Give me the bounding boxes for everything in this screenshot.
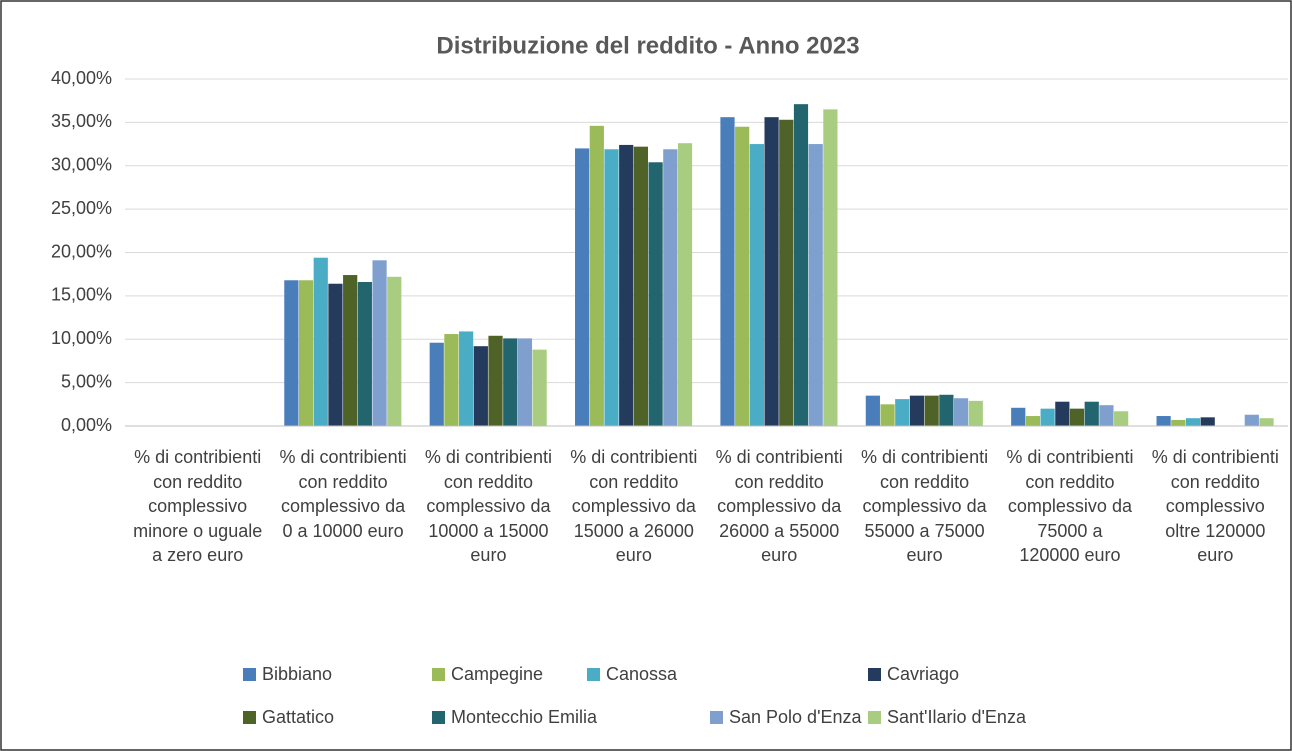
legend-swatch	[868, 711, 881, 724]
legend-label: Bibbiano	[262, 664, 332, 684]
bar	[1084, 401, 1099, 426]
bar	[387, 276, 402, 426]
legend-swatch	[432, 711, 445, 724]
x-tick-label: % di contribienti con reddito complessiv…	[1006, 447, 1134, 565]
bar	[1171, 419, 1186, 426]
x-tick-label: % di contribienti con reddito complessiv…	[279, 447, 407, 541]
bar	[633, 146, 649, 427]
bar	[284, 280, 299, 426]
legend-label: San Polo d'Enza	[729, 707, 863, 727]
x-tick-label: % di contribienti con reddito complessiv…	[133, 447, 263, 565]
legend-swatch	[710, 711, 723, 724]
bar	[357, 281, 372, 426]
bar	[372, 260, 387, 426]
legend-label: Montecchio Emilia	[451, 707, 598, 727]
legend-label: Canossa	[606, 664, 678, 684]
bar	[517, 338, 533, 426]
bar	[1040, 408, 1055, 426]
bar	[532, 349, 547, 426]
bar	[575, 148, 590, 426]
y-tick-label: 15,00%	[51, 285, 112, 305]
bar	[779, 119, 794, 427]
bar	[488, 335, 503, 426]
bar	[793, 104, 809, 426]
y-tick-label: 25,00%	[51, 198, 112, 218]
chart-title: Distribuzione del reddito - Anno 2023	[436, 32, 859, 59]
x-tick-label: % di contribienti con reddito complessiv…	[1151, 447, 1279, 565]
bar	[953, 398, 969, 426]
bar	[1185, 418, 1201, 426]
bar	[1156, 416, 1171, 426]
y-tick-label: 20,00%	[51, 241, 112, 261]
legend-label: Campegine	[451, 664, 543, 684]
bar	[735, 126, 750, 427]
bar	[298, 280, 314, 426]
bar	[764, 117, 779, 427]
bar	[924, 395, 939, 426]
legend-swatch	[432, 668, 445, 681]
bar	[663, 149, 678, 426]
bar	[604, 149, 619, 426]
bar	[1114, 411, 1129, 426]
bar	[720, 117, 735, 427]
y-tick-label: 5,00%	[61, 371, 112, 391]
legend-label: Cavriago	[887, 664, 959, 684]
bar	[313, 257, 328, 426]
bar	[444, 334, 459, 426]
x-tick-label: % di contribienti con reddito complessiv…	[570, 447, 698, 565]
legend-swatch	[243, 711, 256, 724]
y-tick-label: 0,00%	[61, 415, 112, 435]
y-tick-label: 40,00%	[51, 68, 112, 88]
x-tick-label: % di contribienti con reddito complessiv…	[424, 447, 552, 565]
bar	[1011, 407, 1026, 426]
bar	[895, 399, 910, 426]
bar	[749, 144, 764, 426]
bar	[1055, 401, 1070, 426]
bar	[1200, 417, 1215, 426]
bar	[909, 395, 925, 426]
bar	[865, 395, 880, 426]
bar	[619, 144, 634, 426]
bar	[1259, 418, 1274, 426]
legend-label: Sant'Ilario d'Enza	[887, 707, 1027, 727]
bar	[589, 125, 604, 426]
bar	[648, 162, 663, 426]
bar	[459, 331, 474, 426]
y-tick-label: 10,00%	[51, 328, 112, 348]
bar	[328, 283, 343, 426]
bar	[939, 394, 954, 426]
bar	[677, 143, 693, 426]
legend-label: Gattatico	[262, 707, 334, 727]
x-tick-label: % di contribienti con reddito complessiv…	[715, 447, 843, 565]
bar	[880, 404, 895, 426]
legend-swatch	[868, 668, 881, 681]
bar	[808, 144, 823, 426]
bar	[968, 400, 983, 426]
bar	[1244, 414, 1259, 426]
bar	[1099, 405, 1114, 426]
legend-swatch	[243, 668, 256, 681]
bar	[473, 346, 488, 426]
bar	[429, 342, 444, 426]
y-tick-label: 30,00%	[51, 155, 112, 175]
bar	[1069, 408, 1085, 426]
legend-swatch	[587, 668, 600, 681]
bar	[343, 275, 358, 426]
bar	[823, 109, 838, 427]
x-tick-label: % di contribienti con reddito complessiv…	[861, 447, 989, 565]
bar	[503, 338, 518, 426]
bar	[1025, 416, 1041, 426]
y-tick-label: 35,00%	[51, 111, 112, 131]
